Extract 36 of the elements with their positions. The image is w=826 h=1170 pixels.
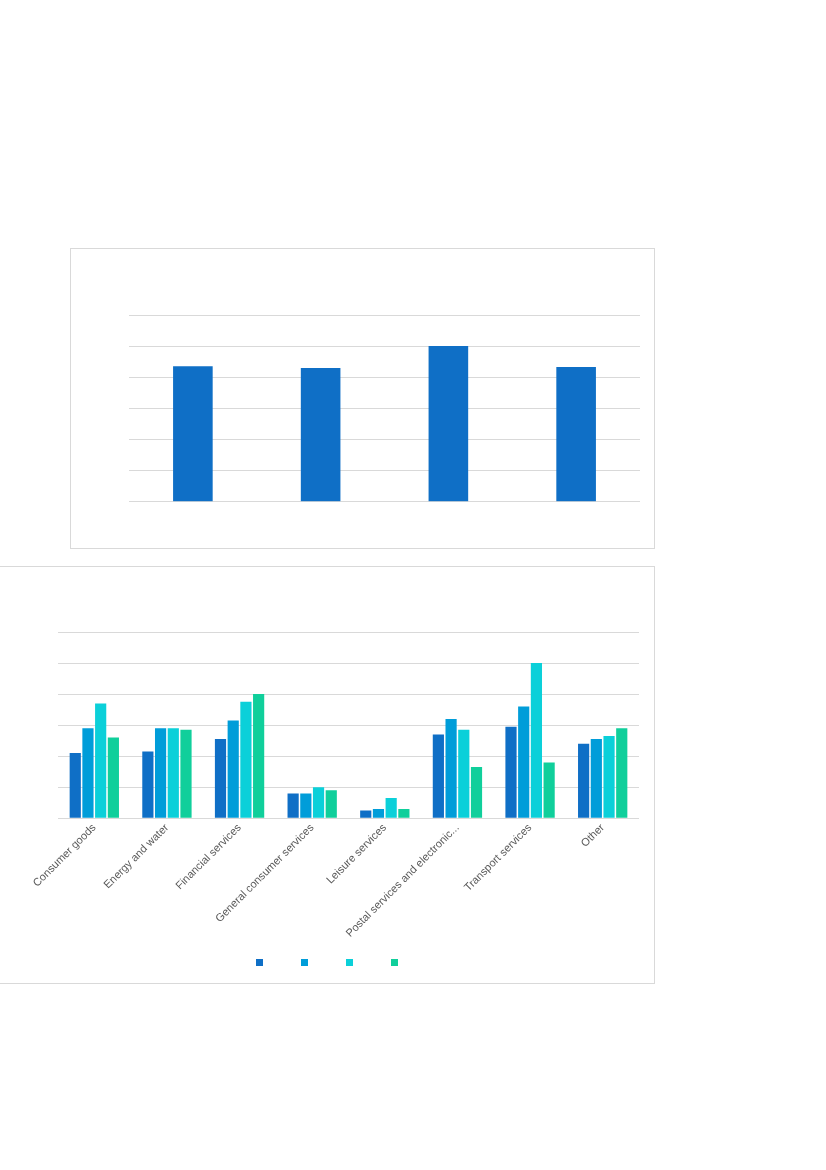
bar	[432, 734, 444, 818]
bar	[578, 743, 590, 818]
bar	[603, 736, 615, 818]
bar	[556, 367, 596, 502]
bar	[227, 720, 239, 818]
bar	[372, 808, 385, 818]
bar	[173, 366, 213, 502]
bar	[470, 767, 483, 818]
bar	[312, 787, 325, 818]
bar	[360, 810, 372, 818]
bar	[590, 739, 602, 818]
bar	[518, 706, 530, 818]
bar	[616, 728, 628, 818]
bar	[214, 739, 227, 818]
bar	[445, 718, 457, 818]
bar	[300, 793, 312, 818]
bar	[428, 346, 469, 502]
bar	[325, 790, 337, 818]
bar	[82, 728, 94, 818]
bar	[287, 793, 299, 818]
bar	[95, 703, 107, 818]
bar	[458, 729, 470, 818]
bar	[107, 737, 119, 818]
bar	[300, 367, 341, 502]
bar	[180, 729, 192, 818]
bar	[167, 728, 179, 818]
bar	[142, 751, 154, 818]
bar	[240, 701, 252, 818]
bar	[253, 694, 265, 818]
bar	[543, 762, 555, 818]
bar	[505, 726, 517, 818]
bar	[154, 728, 167, 818]
bar	[69, 753, 81, 818]
bar	[385, 798, 397, 818]
bar	[398, 808, 410, 818]
bar	[530, 663, 543, 818]
